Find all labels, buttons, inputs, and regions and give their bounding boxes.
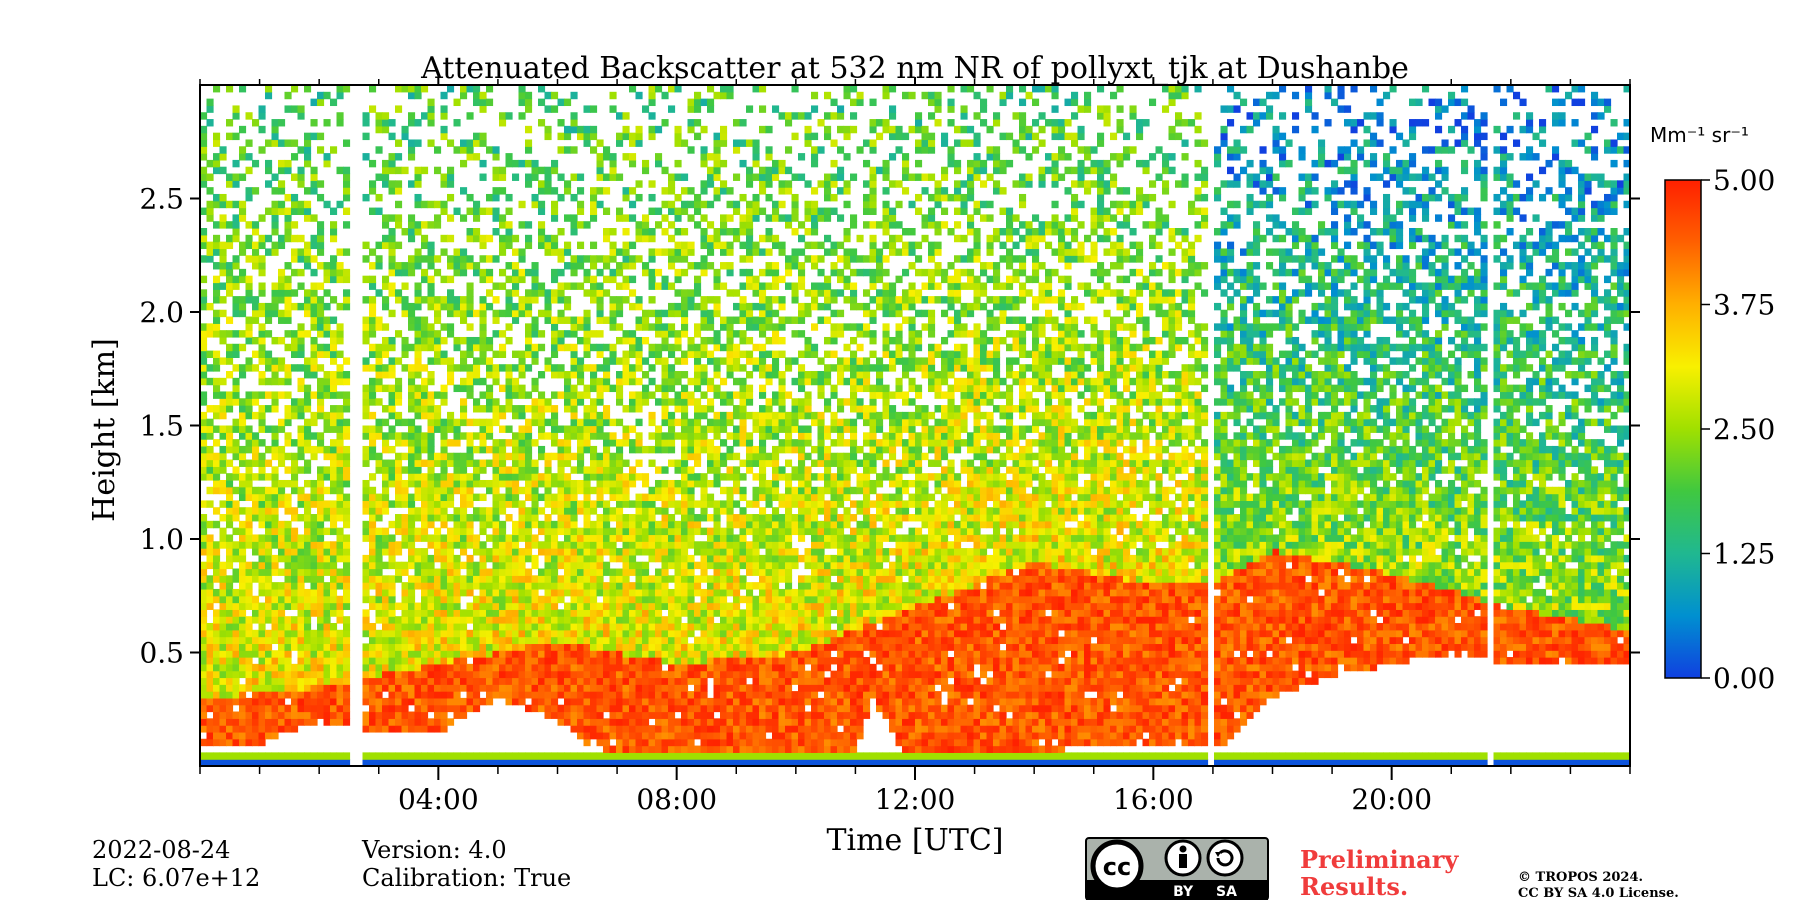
- preliminary-notice: Preliminary Results.: [1300, 846, 1458, 900]
- license-badge-text: BY SA: [1173, 884, 1237, 900]
- y-axis-label: Height [km]: [87, 338, 122, 522]
- date-label: 2022-08-24: [92, 836, 260, 864]
- y-tick-label: 2.0: [139, 296, 184, 329]
- preliminary-line-1: Preliminary: [1300, 846, 1458, 873]
- x-tick-label: 04:00: [398, 783, 479, 816]
- y-tick-label: 2.5: [139, 183, 184, 216]
- x-tick-label: 16:00: [1113, 783, 1194, 816]
- colorbar-tick-label: 2.50: [1713, 413, 1775, 446]
- y-tick-label: 0.5: [139, 637, 184, 670]
- calibration-label: Calibration: True: [362, 864, 571, 892]
- copyright-notice: © TROPOS 2024. CC BY SA 4.0 License.: [1518, 870, 1679, 902]
- plot-area: [200, 78, 1631, 766]
- y-tick-label: 1.5: [139, 410, 184, 443]
- colorbar-tick-label: 0.00: [1713, 662, 1775, 695]
- share-alike-icon: [1208, 841, 1242, 875]
- x-tick-label: 20:00: [1351, 783, 1432, 816]
- version-label: Version: 4.0: [362, 836, 571, 864]
- colorbar-tick-label: 5.00: [1713, 164, 1775, 197]
- x-tick-label: 08:00: [636, 783, 717, 816]
- license-badge: cc BY SA: [1086, 838, 1268, 900]
- copyright-line-1: © TROPOS 2024.: [1518, 870, 1679, 886]
- footer-left: 2022-08-24 LC: 6.07e+12: [92, 836, 260, 892]
- x-tick-label: 12:00: [875, 783, 956, 816]
- colorbar-tick-label: 1.25: [1713, 538, 1775, 571]
- colorbar: Mm⁻¹ sr⁻¹ 0.00 1.25 2.50 3.75 5.00: [1650, 123, 1775, 695]
- colorbar-unit: Mm⁻¹ sr⁻¹: [1650, 123, 1749, 147]
- by-person-icon: [1166, 841, 1200, 875]
- backscatter-heatmap: [200, 78, 1631, 766]
- colorbar-gradient: [1665, 180, 1701, 678]
- lidar-constant-label: LC: 6.07e+12: [92, 864, 260, 892]
- footer-middle: Version: 4.0 Calibration: True: [362, 836, 571, 892]
- colorbar-tick-label: 3.75: [1713, 289, 1775, 322]
- preliminary-line-2: Results.: [1300, 873, 1458, 900]
- y-tick-label: 1.0: [139, 523, 184, 556]
- cc-logo-icon: cc: [1093, 842, 1141, 890]
- x-axis-label: Time [UTC]: [827, 823, 1004, 858]
